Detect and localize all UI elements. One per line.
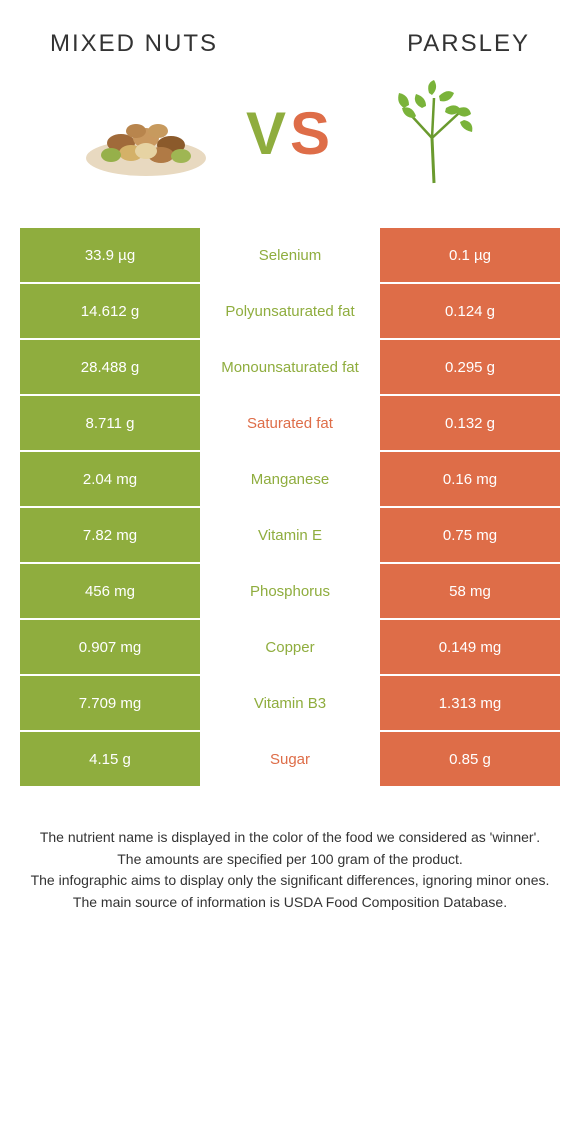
nutrient-name: Polyunsaturated fat <box>200 284 380 340</box>
right-value: 0.1 µg <box>380 228 560 284</box>
left-value: 4.15 g <box>20 732 200 788</box>
left-value: 456 mg <box>20 564 200 620</box>
left-value: 33.9 µg <box>20 228 200 284</box>
nutrient-name: Vitamin E <box>200 508 380 564</box>
right-value: 0.16 mg <box>380 452 560 508</box>
comparison-table: 33.9 µgSelenium0.1 µg14.612 gPolyunsatur… <box>20 228 560 788</box>
left-value: 0.907 mg <box>20 620 200 676</box>
footnote-line: The nutrient name is displayed in the co… <box>30 828 550 848</box>
vs-v: V <box>246 100 290 167</box>
nutrient-name: Selenium <box>200 228 380 284</box>
table-row: 7.709 mgVitamin B31.313 mg <box>20 676 560 732</box>
nutrient-name: Vitamin B3 <box>200 676 380 732</box>
footnotes: The nutrient name is displayed in the co… <box>20 828 560 912</box>
left-food-title: Mixed nuts <box>50 30 218 58</box>
table-row: 14.612 gPolyunsaturated fat0.124 g <box>20 284 560 340</box>
footnote-line: The infographic aims to display only the… <box>30 871 550 891</box>
nutrient-name: Phosphorus <box>200 564 380 620</box>
table-row: 4.15 gSugar0.85 g <box>20 732 560 788</box>
right-value: 0.149 mg <box>380 620 560 676</box>
right-value: 0.132 g <box>380 396 560 452</box>
left-value: 8.711 g <box>20 396 200 452</box>
right-value: 0.124 g <box>380 284 560 340</box>
footnote-line: The amounts are specified per 100 gram o… <box>30 850 550 870</box>
right-value: 1.313 mg <box>380 676 560 732</box>
left-value: 14.612 g <box>20 284 200 340</box>
table-row: 0.907 mgCopper0.149 mg <box>20 620 560 676</box>
table-row: 7.82 mgVitamin E0.75 mg <box>20 508 560 564</box>
table-row: 456 mgPhosphorus58 mg <box>20 564 560 620</box>
footnote-line: The main source of information is USDA F… <box>30 893 550 913</box>
mixed-nuts-icon <box>76 78 216 188</box>
header: Mixed nuts Parsley <box>20 30 560 58</box>
right-value: 58 mg <box>380 564 560 620</box>
images-row: VS <box>20 78 560 188</box>
left-value: 28.488 g <box>20 340 200 396</box>
left-value: 7.82 mg <box>20 508 200 564</box>
left-value: 2.04 mg <box>20 452 200 508</box>
table-row: 28.488 gMonounsaturated fat0.295 g <box>20 340 560 396</box>
table-row: 8.711 gSaturated fat0.132 g <box>20 396 560 452</box>
vs-label: VS <box>246 99 334 168</box>
nutrient-name: Copper <box>200 620 380 676</box>
right-value: 0.75 mg <box>380 508 560 564</box>
right-food-title: Parsley <box>407 30 530 58</box>
table-row: 33.9 µgSelenium0.1 µg <box>20 228 560 284</box>
table-row: 2.04 mgManganese0.16 mg <box>20 452 560 508</box>
parsley-icon <box>364 78 504 188</box>
nutrient-name: Monounsaturated fat <box>200 340 380 396</box>
vs-s: S <box>290 100 334 167</box>
nutrient-name: Saturated fat <box>200 396 380 452</box>
nutrient-name: Manganese <box>200 452 380 508</box>
right-value: 0.295 g <box>380 340 560 396</box>
nutrient-name: Sugar <box>200 732 380 788</box>
right-value: 0.85 g <box>380 732 560 788</box>
left-value: 7.709 mg <box>20 676 200 732</box>
